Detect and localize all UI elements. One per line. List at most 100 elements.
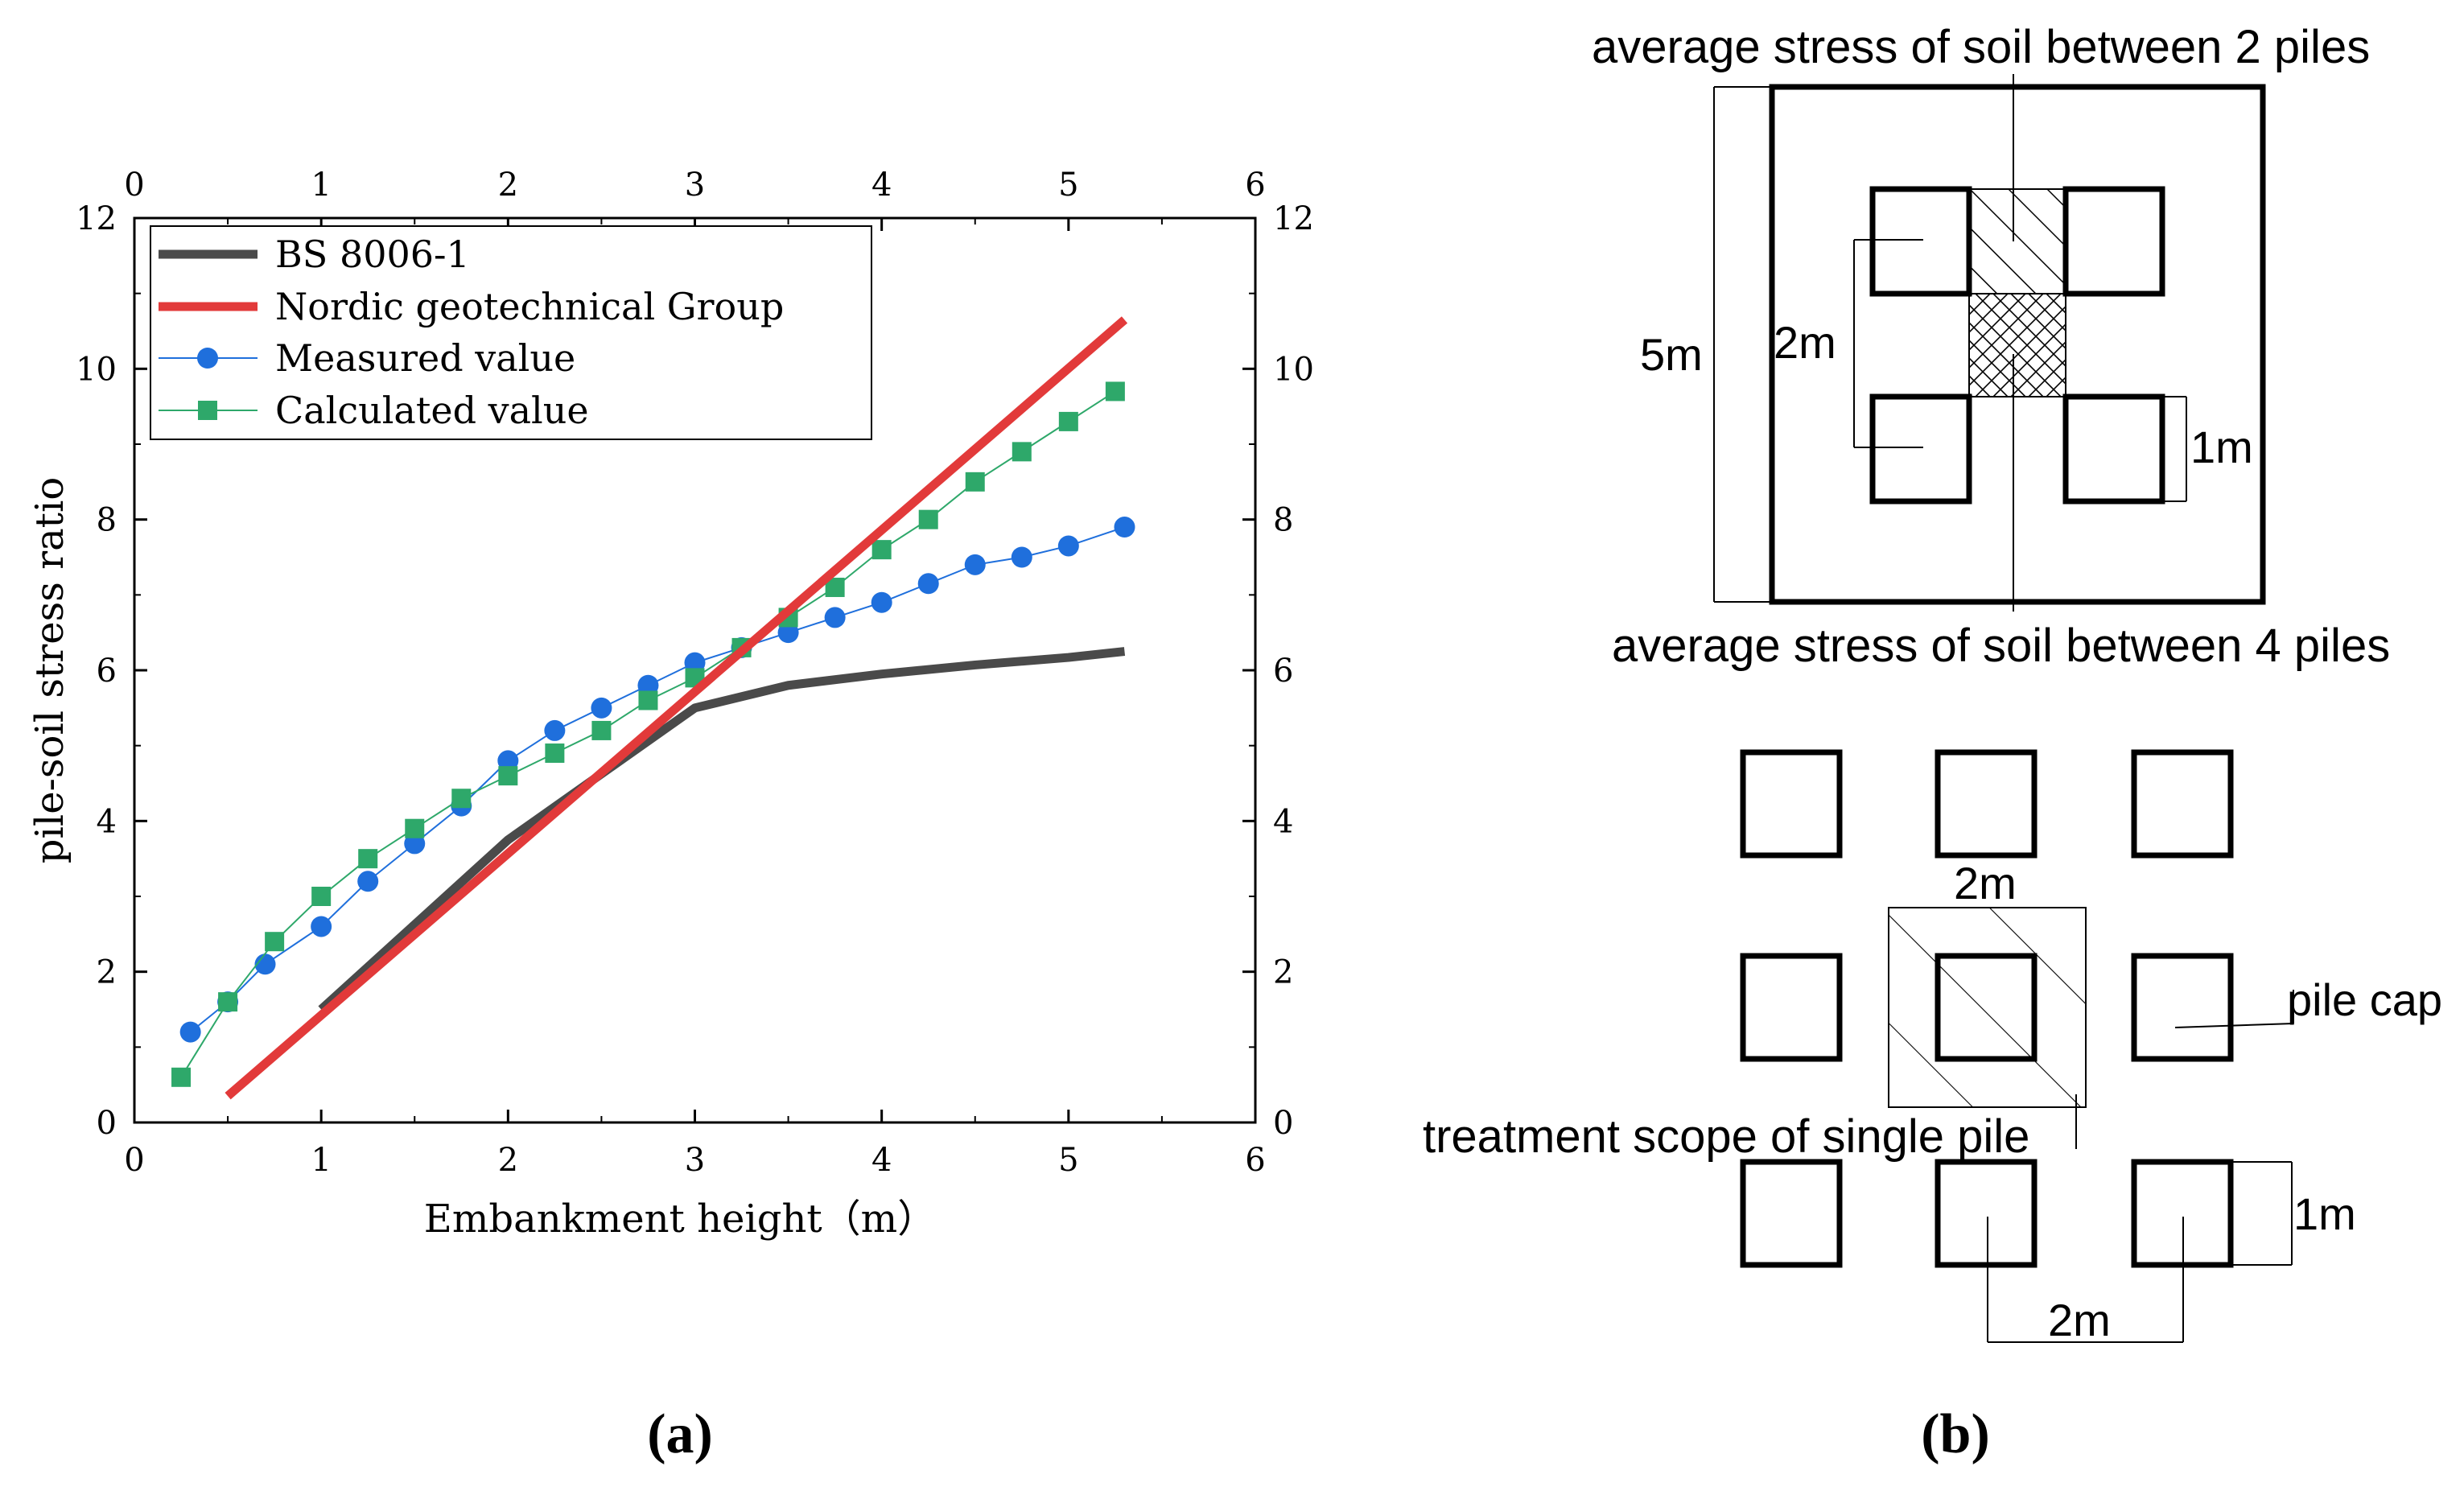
data-point-measured-value <box>544 719 566 741</box>
x-tick-label-top: 1 <box>311 167 331 204</box>
y-tick-label-right: 4 <box>1273 803 1293 840</box>
label-2piles: average stress of soil between 2 piles <box>1592 21 2370 73</box>
y-tick-label-left: 10 <box>76 351 117 388</box>
data-point-measured-value <box>871 591 892 613</box>
data-point-calculated-value <box>311 887 332 906</box>
caption-a: (a) <box>647 1403 713 1465</box>
y-tick-label-left: 8 <box>97 502 117 539</box>
data-point-calculated-value <box>591 720 612 740</box>
data-point-calculated-value <box>171 1067 192 1087</box>
hatched-area-2piles <box>1968 188 2066 294</box>
y-tick-label-left: 4 <box>97 803 117 840</box>
pile-cap <box>2062 393 2165 505</box>
x-tick-label-bottom: 5 <box>1058 1142 1078 1179</box>
series-layer <box>171 316 1135 1100</box>
data-point-calculated-value <box>918 509 938 529</box>
x-tick-label-bottom: 3 <box>685 1142 705 1179</box>
x-tick-label-bottom: 6 <box>1245 1142 1265 1179</box>
data-point-measured-value <box>179 1021 201 1043</box>
legend-swatch-calculated-marker <box>198 401 217 420</box>
data-point-measured-value <box>777 622 799 644</box>
y-tick-label-left: 12 <box>76 200 117 237</box>
dim-1m-bottom-label: 1m <box>2293 1188 2356 1239</box>
series-line-nordic-geotechnical-group <box>225 316 1128 1100</box>
x-tick-label-top: 3 <box>685 167 705 204</box>
x-tick-label-bottom: 0 <box>124 1142 144 1179</box>
caption-b: (b) <box>1921 1403 1990 1465</box>
series-line-bs-8006-1 <box>318 647 1126 1013</box>
diagram-panel: average stress of soil between 2 piles 5… <box>1423 21 2442 1465</box>
x-axis-label: Embankment height（m） <box>424 1197 936 1242</box>
data-point-calculated-value <box>1012 442 1032 462</box>
pile-cap <box>2131 749 2234 859</box>
label-treatment-scope: treatment scope of single pile <box>1423 1110 2029 1163</box>
data-point-measured-value <box>1114 517 1135 538</box>
y-tick-label-left: 6 <box>97 653 117 690</box>
data-point-calculated-value <box>871 540 892 560</box>
data-point-calculated-value <box>218 992 238 1012</box>
dim-2m-bottom-label: 2m <box>2048 1295 2111 1345</box>
x-tick-label-top: 4 <box>871 167 892 204</box>
dim-1m-top-label: 1m <box>2190 422 2253 472</box>
legend-swatch-measured-marker <box>197 348 218 369</box>
pile-cap <box>1869 186 1972 297</box>
dim-5m-label: 5m <box>1640 329 1703 380</box>
data-point-calculated-value <box>405 818 425 838</box>
data-point-calculated-value <box>265 932 285 952</box>
legend-label-bs8006: BS 8006-1 <box>275 233 470 276</box>
x-tick-label-bottom: 4 <box>871 1142 892 1179</box>
data-point-calculated-value <box>1058 411 1078 431</box>
data-point-measured-value <box>311 916 332 937</box>
y-tick-label-right: 0 <box>1273 1105 1293 1142</box>
pile-cap <box>1740 953 1843 1062</box>
y-axis-label: pile-soil stress ratio <box>27 477 72 863</box>
dim-2m-top-grid-label: 2m <box>1954 858 2017 908</box>
pile-cap <box>2062 186 2165 297</box>
data-point-calculated-value <box>1105 381 1125 402</box>
x-tick-label-bottom: 2 <box>498 1142 518 1179</box>
dim-2m-vertical-label: 2m <box>1774 317 1836 368</box>
outer-square <box>1769 84 2266 605</box>
legend-label-measured: Measured value <box>275 336 575 380</box>
pile-cap <box>1740 1159 1843 1268</box>
y-tick-label-left: 2 <box>97 954 117 991</box>
data-point-calculated-value <box>498 766 518 786</box>
leader-pile-cap <box>2174 1023 2294 1028</box>
crosshatched-area-4piles <box>1968 293 2066 397</box>
data-point-measured-value <box>254 953 276 975</box>
pile-cap <box>1935 749 2038 859</box>
data-point-calculated-value <box>965 472 985 492</box>
y-tick-label-right: 12 <box>1273 200 1314 237</box>
legend: BS 8006-1 Nordic geotechnical Group Meas… <box>150 225 872 440</box>
x-tick-label-top: 0 <box>124 167 144 204</box>
series-line-measured-value <box>190 526 1125 1033</box>
label-4piles: average stress of soil between 4 piles <box>1612 620 2390 672</box>
pile-cap <box>1935 1159 2038 1268</box>
pile-cap <box>1869 393 1972 505</box>
legend-box <box>150 225 872 440</box>
data-point-calculated-value <box>545 743 565 764</box>
y-tick-label-right: 10 <box>1273 351 1314 388</box>
data-point-measured-value <box>591 697 612 719</box>
data-point-measured-value <box>964 554 986 575</box>
data-point-measured-value <box>684 652 706 673</box>
pile-cap <box>2131 953 2234 1062</box>
data-point-measured-value <box>1057 535 1079 557</box>
data-point-measured-value <box>917 573 939 595</box>
legend-label-nordic: Nordic geotechnical Group <box>275 285 784 328</box>
y-tick-label-right: 2 <box>1273 954 1293 991</box>
data-point-calculated-value <box>638 690 658 710</box>
data-point-measured-value <box>404 833 426 855</box>
y-tick-label-right: 8 <box>1273 502 1293 539</box>
x-tick-label-top: 6 <box>1245 167 1265 204</box>
treatment-scope-area <box>1888 907 2087 1108</box>
data-point-measured-value <box>1011 546 1032 568</box>
y-tick-label-left: 0 <box>97 1105 117 1142</box>
y-tick-label-right: 6 <box>1273 653 1293 690</box>
x-tick-label-bottom: 1 <box>311 1142 331 1179</box>
legend-label-calculated: Calculated value <box>275 389 589 432</box>
x-tick-label-top: 5 <box>1058 167 1078 204</box>
